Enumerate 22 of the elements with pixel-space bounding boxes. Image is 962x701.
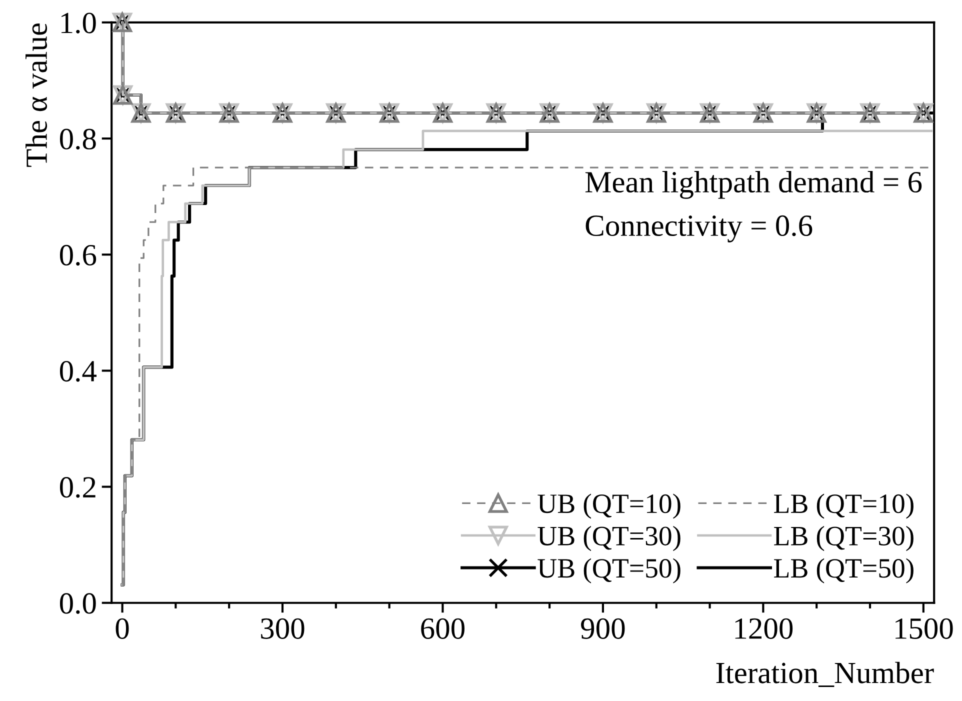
legend-label: UB (QT=10) [538,494,680,519]
x-tick-label: 0 [116,618,129,639]
annotation: Mean lightpath demand = 6 [585,171,922,199]
legend-label: UB (QT=50) [538,558,680,584]
legend-label: LB (QT=10) [774,494,914,519]
annotation: Connectivity = 0.6 [586,215,812,242]
x-tick-label: 600 [421,618,464,639]
legend-label: LB (QT=50) [774,558,914,584]
y-tick-label: 0.4 [60,360,97,382]
legend-label: UB (QT=30) [538,526,680,552]
x-axis-title: Iteration_Number [716,662,934,687]
y-tick-label: 0.6 [60,244,96,266]
y-axis-title: The α value [26,23,48,167]
x-tick-label: 1500 [896,618,953,639]
x-tick-label: 300 [261,618,304,639]
x-tick-label: 900 [581,618,625,639]
x-tick-label: 1200 [735,618,793,639]
legend-label: LB (QT=30) [774,526,914,552]
y-tick-label: 0.0 [60,593,96,614]
y-tick-label: 0.2 [60,477,96,498]
y-tick-label: 1.0 [62,12,96,34]
y-tick-label: 0.8 [60,128,96,150]
